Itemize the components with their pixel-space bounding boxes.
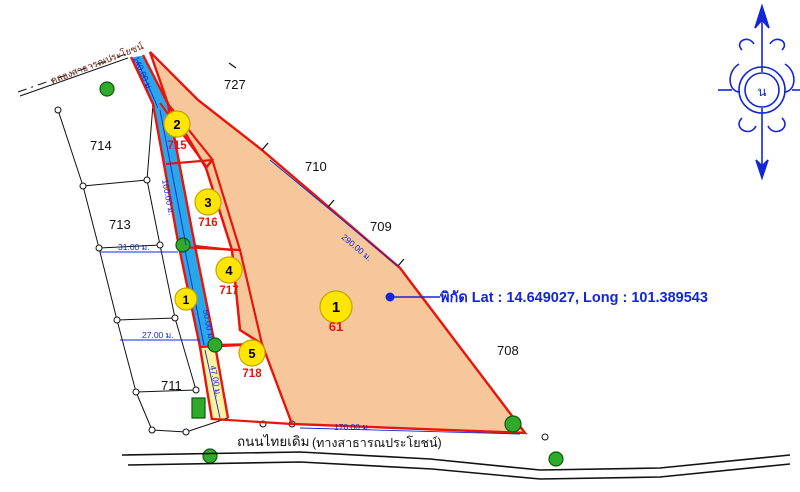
parcel-no-1: 61 [329,319,343,334]
marker-icon [207,337,223,353]
dimension-31: 31.00 ม. [118,242,150,252]
neighbor-label-709: 709 [370,219,392,234]
survey-markers [99,81,564,467]
annotation-canal: คลองสาธารณประโยชน์ [49,40,146,87]
neighbor-label-714: 714 [90,138,112,153]
neighbor-label-713: 713 [109,217,131,232]
lot-circle-2 [163,110,191,138]
vertex-dots [54,106,549,441]
lot-id-3: 3 [204,195,211,210]
dimension-170: 170.00 ม. [334,422,370,432]
neighbor-label-711: 711 [161,378,182,393]
annotation-public-road: (ทางสาธารณประโยชน์) [312,435,442,450]
coordinate-readout: พิกัด Lat : 14.649027, Long : 101.389543 [440,290,708,306]
marker-icon [548,451,564,467]
neighbor-label-727: 727 [224,77,246,92]
lot-circle-3 [194,188,222,216]
marker-icon [99,81,115,97]
public-road-line [121,451,791,480]
lot-id-5: 5 [248,346,255,361]
lot-id-6: 1 [183,293,190,307]
main-parcel-polygon [150,55,525,432]
lot-id-1: 1 [332,299,340,316]
neighbor-parcel-labels: 727 714 713 711 710 709 708 [90,77,519,393]
dimension-lines [100,59,521,435]
lot-circle-6 [174,287,198,311]
lot-circle-group [163,110,353,367]
marker-icon [191,397,206,419]
coordinate-point-icon [385,292,395,302]
boundary-ticks [228,62,405,267]
coordinate-point-group [385,292,440,302]
lot-circle-1 [319,290,353,324]
lot-circle-5 [238,339,266,367]
marker-icon [202,448,218,464]
lot-labels: 1 61 2 715 3 716 4 717 5 718 1 [167,117,343,380]
north-arrow-icon: น [718,3,800,181]
marker-icon [175,237,191,253]
parcel-no-3: 716 [198,217,217,229]
parcel-no-4: 717 [219,285,238,297]
parcel-no-5: 718 [242,368,262,380]
annotation-road-name: ถนนไทยเดิม [237,434,310,449]
dimension-27: 27.00 ม. [142,330,174,340]
main-parcel-area [150,55,525,432]
lot-id-2: 2 [173,117,180,132]
lot-circle-4 [215,256,243,284]
neighbor-label-708: 708 [497,343,519,358]
neighbor-label-710: 710 [305,159,327,174]
marker-icon [504,415,522,433]
parcel-no-2: 715 [167,140,187,152]
lot-id-4: 4 [225,263,233,278]
compass-letter: น [758,84,767,99]
